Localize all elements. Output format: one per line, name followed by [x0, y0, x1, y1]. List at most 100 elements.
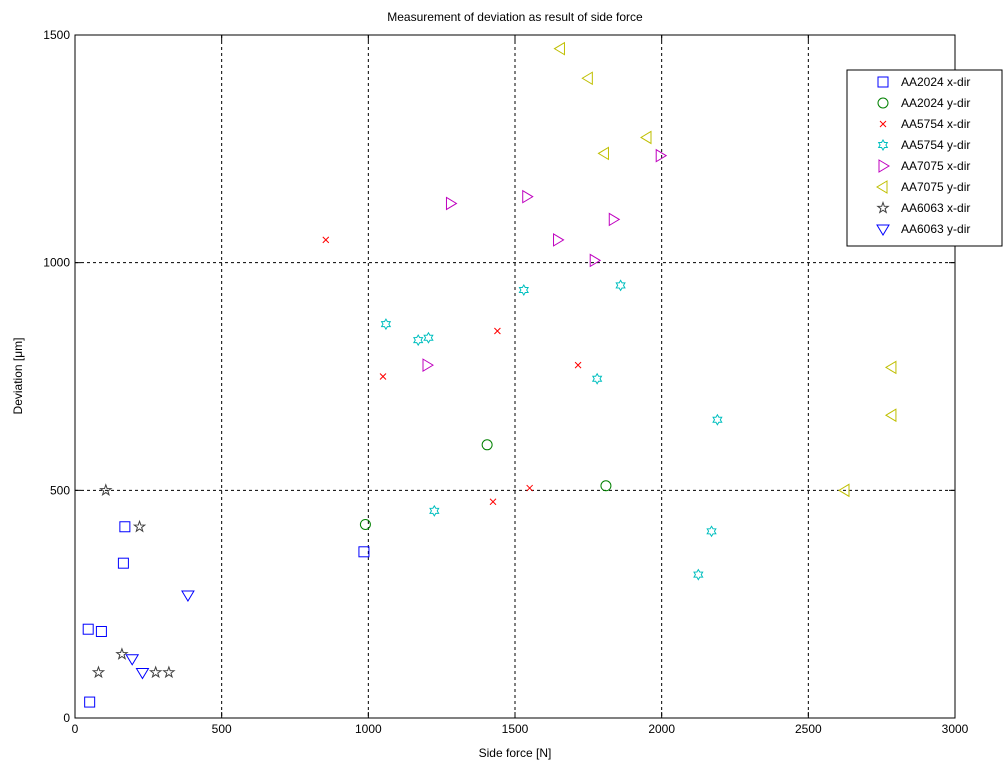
data-point: [518, 283, 529, 296]
legend-item: AA2024 x-dir: [877, 75, 970, 89]
data-point: [380, 318, 392, 331]
legend-item: AA7075 x-dir: [878, 159, 970, 173]
series-5: [422, 148, 668, 372]
data-point: [181, 590, 195, 603]
series-4: [380, 279, 723, 581]
legend-item: AA2024 y-dir: [877, 96, 970, 110]
legend-label: AA7075 x-dir: [901, 159, 970, 173]
data-point: [494, 327, 501, 335]
data-point: [322, 236, 330, 244]
data-point: [91, 665, 106, 679]
data-point: [589, 253, 602, 268]
legend-label: AA6063 x-dir: [901, 201, 970, 215]
y-tick-labels: 0 500 1000 1500: [43, 28, 70, 725]
data-point: [693, 568, 704, 581]
data-point: [591, 372, 603, 385]
data-point: [117, 557, 129, 569]
legend-label: AA5754 x-dir: [901, 117, 970, 131]
y-tick-label: 0: [63, 711, 70, 725]
legend-item: AA6063 y-dir: [876, 222, 970, 236]
data-point: [640, 130, 652, 145]
data-point: [358, 546, 370, 558]
series-2: [359, 439, 612, 530]
data-point: [115, 647, 129, 660]
plot-area: [75, 35, 955, 718]
x-tick-label: 2000: [648, 722, 675, 736]
data-point: [423, 331, 434, 344]
legend-marker: [876, 180, 888, 194]
data-point: [429, 504, 440, 517]
data-point: [526, 484, 534, 492]
legend-marker: [877, 139, 889, 151]
legend-marker: [877, 76, 889, 88]
legend-marker: [876, 224, 890, 236]
data-point: [712, 413, 723, 426]
data-point: [597, 146, 609, 161]
legend-item: AA6063 x-dir: [876, 200, 970, 215]
data-point: [884, 408, 897, 423]
data-point: [481, 439, 493, 451]
x-tick-label: 1000: [355, 722, 382, 736]
legend-label: AA2024 y-dir: [901, 96, 970, 110]
data-point: [522, 189, 534, 204]
gridlines: [75, 35, 955, 718]
legend-marker: [879, 120, 887, 128]
series-8: [125, 590, 195, 680]
data-point: [574, 361, 582, 369]
legend-marker: [876, 200, 890, 214]
legend-item: AA5754 x-dir: [879, 117, 970, 131]
y-tick-label: 1000: [43, 256, 70, 270]
data-point: [132, 519, 147, 533]
data-point: [553, 233, 565, 247]
legend-marker: [877, 97, 889, 109]
legend-label: AA5754 y-dir: [901, 138, 970, 152]
legend-marker: [878, 159, 890, 173]
series-1: [82, 521, 370, 708]
data-point: [359, 518, 371, 530]
data-point: [608, 212, 621, 227]
series-6: [553, 41, 897, 498]
data-point: [581, 71, 593, 86]
x-axis-label: Side force [N]: [479, 746, 552, 760]
legend-item: AA7075 y-dir: [876, 180, 970, 194]
data-point: [838, 483, 850, 498]
data-point: [125, 654, 140, 666]
legend-label: AA2024 x-dir: [901, 75, 970, 89]
data-point: [706, 525, 717, 538]
data-point: [84, 696, 96, 708]
data-point: [95, 625, 107, 637]
x-tick-label: 0: [72, 722, 79, 736]
data-point: [413, 334, 424, 347]
data-point: [884, 360, 897, 375]
data-point: [600, 480, 612, 492]
data-point: [162, 665, 176, 679]
legend-label: AA7075 y-dir: [901, 180, 970, 194]
data-point: [379, 373, 387, 380]
data-point: [148, 665, 163, 679]
series-7: [91, 483, 176, 679]
data-point: [135, 667, 150, 680]
y-tick-label: 500: [50, 483, 70, 497]
data-point: [119, 521, 131, 533]
legend-label: AA6063 y-dir: [901, 222, 970, 236]
data-point: [445, 196, 458, 211]
data-point: [553, 41, 565, 56]
data-points: [82, 41, 897, 708]
x-tick-label: 500: [212, 722, 232, 736]
data-point: [82, 623, 94, 635]
data-point: [422, 358, 434, 372]
data-point: [615, 279, 626, 292]
y-tick-label: 1500: [43, 28, 70, 42]
y-axis-label: Deviation [μm]: [11, 338, 25, 415]
axis-ticks: [74, 34, 956, 719]
legend-box: [846, 69, 1003, 247]
x-tick-label: 1500: [502, 722, 529, 736]
x-tick-label: 3000: [942, 722, 969, 736]
chart-title: Measurement of deviation as result of si…: [387, 10, 643, 24]
series-3: [322, 236, 582, 506]
data-point: [489, 498, 497, 506]
data-point: [655, 148, 668, 163]
legend-item: AA5754 y-dir: [877, 138, 970, 152]
legend: AA2024 x-dir AA2024 y-dir AA5754 x-dir AA57…: [846, 69, 1003, 247]
